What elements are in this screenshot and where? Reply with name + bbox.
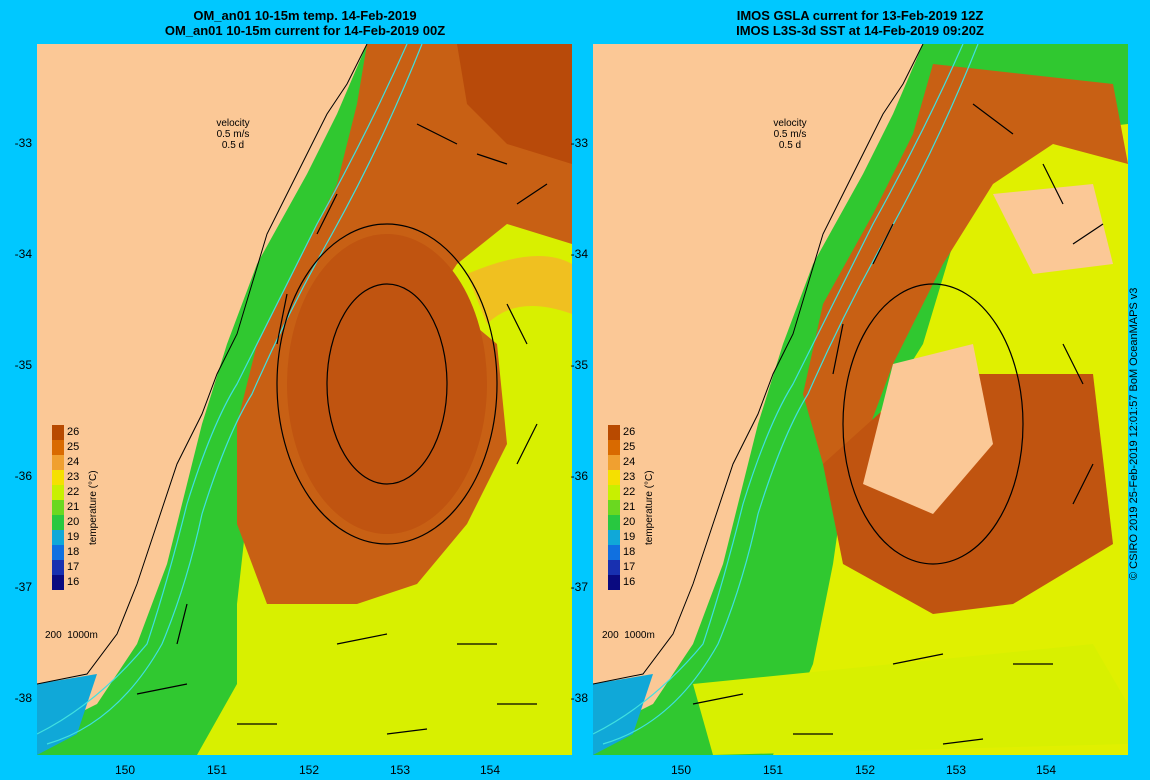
right-title-line2: IMOS L3S-3d SST at 14-Feb-2019 09:20Z <box>736 23 984 38</box>
colorbar-tick: 24 <box>67 456 80 468</box>
velocity-duration: 0.5 d <box>221 140 245 151</box>
y-tick: -37 <box>570 580 588 594</box>
colorbar-tick: 18 <box>623 546 636 558</box>
y-tick: -35 <box>14 358 32 372</box>
y-tick: -34 <box>570 247 588 261</box>
colorbar-swatch <box>608 500 620 515</box>
copyright-text: © CSIRO 2019 25-Feb-2019 12:01:57 BoM Oc… <box>1128 287 1140 580</box>
right-map <box>593 44 1128 755</box>
colorbar-tick: 20 <box>623 516 636 528</box>
colorbar-tick: 25 <box>67 441 80 453</box>
right-panel-title: IMOS GSLA current for 13-Feb-2019 12Z IM… <box>595 8 1125 38</box>
colorbar-tick: 21 <box>67 501 80 513</box>
left-map <box>37 44 572 755</box>
x-tick: 152 <box>854 763 876 777</box>
velocity-speed: 0.5 m/s <box>773 129 807 140</box>
y-tick: -36 <box>14 469 32 483</box>
colorbar-swatch <box>52 545 64 560</box>
colorbar-swatch <box>608 575 620 590</box>
colorbar-tick: 26 <box>623 426 636 438</box>
colorbar-swatch <box>608 530 620 545</box>
left-panel-title: OM_an01 10-15m temp. 14-Feb-2019 OM_an01… <box>40 8 570 38</box>
colorbar-tick: 24 <box>623 456 636 468</box>
left-title-line2: OM_an01 10-15m current for 14-Feb-2019 0… <box>164 23 446 38</box>
right-velocity-key: velocity 0.5 m/s 0.5 d <box>760 118 820 151</box>
x-tick: 151 <box>762 763 784 777</box>
colorbar-tick: 22 <box>623 486 636 498</box>
velocity-label: velocity <box>773 118 807 129</box>
colorbar-tick: 19 <box>67 531 80 543</box>
colorbar-tick: 18 <box>67 546 80 558</box>
colorbar-tick: 20 <box>67 516 80 528</box>
colorbar-swatch <box>608 455 620 470</box>
colorbar-tick: 16 <box>67 576 80 588</box>
colorbar-swatch <box>52 515 64 530</box>
colorbar-tick: 17 <box>67 561 80 573</box>
velocity-label: velocity <box>216 118 250 129</box>
colorbar-swatch <box>52 500 64 515</box>
x-tick: 150 <box>670 763 692 777</box>
colorbar-swatch <box>608 560 620 575</box>
colorbar-tick: 21 <box>623 501 636 513</box>
colorbar-swatch <box>52 440 64 455</box>
colorbar-tick: 26 <box>67 426 80 438</box>
right-colorbar: 26 25 24 23 22 21 20 19 18 17 16 temperature (°C) <box>608 425 678 595</box>
colorbar-tick: 23 <box>67 471 80 483</box>
colorbar-swatch <box>52 455 64 470</box>
left-velocity-key: velocity 0.5 m/s 0.5 d <box>203 118 263 151</box>
x-tick: 154 <box>479 763 501 777</box>
y-tick: -33 <box>14 136 32 150</box>
x-tick: 150 <box>114 763 136 777</box>
right-title-line1: IMOS GSLA current for 13-Feb-2019 12Z <box>736 8 984 23</box>
colorbar-swatch <box>608 485 620 500</box>
colorbar-tick: 19 <box>623 531 636 543</box>
colorbar-swatch <box>608 545 620 560</box>
y-tick: -38 <box>14 691 32 705</box>
velocity-speed: 0.5 m/s <box>216 129 250 140</box>
colorbar-swatch <box>52 425 64 440</box>
colorbar-swatch <box>608 440 620 455</box>
colorbar-swatch <box>52 530 64 545</box>
y-tick: -34 <box>14 247 32 261</box>
x-tick: 153 <box>389 763 411 777</box>
y-tick: -36 <box>570 469 588 483</box>
colorbar-swatch <box>52 560 64 575</box>
depth-label-1000: 1000m <box>67 630 98 641</box>
y-tick: -38 <box>570 691 588 705</box>
velocity-duration: 0.5 d <box>778 140 802 151</box>
colorbar-tick: 25 <box>623 441 636 453</box>
colorbar-tick: 23 <box>623 471 636 483</box>
y-tick: -35 <box>570 358 588 372</box>
x-tick: 151 <box>206 763 228 777</box>
x-tick: 152 <box>298 763 320 777</box>
colorbar-tick: 16 <box>623 576 636 588</box>
left-title-line1: OM_an01 10-15m temp. 14-Feb-2019 <box>193 8 417 23</box>
colorbar-swatch <box>608 515 620 530</box>
colorbar-title: temperature (°C) <box>644 470 655 545</box>
y-tick: -37 <box>14 580 32 594</box>
colorbar-tick: 22 <box>67 486 80 498</box>
depth-label-200: 200 <box>602 630 619 641</box>
left-colorbar: 26 25 24 23 22 21 20 19 18 17 16 temperature (°C) <box>52 425 122 595</box>
y-tick: -33 <box>570 136 588 150</box>
x-tick: 154 <box>1035 763 1057 777</box>
colorbar-swatch <box>52 485 64 500</box>
colorbar-tick: 17 <box>623 561 636 573</box>
x-tick: 153 <box>945 763 967 777</box>
colorbar-swatch <box>608 470 620 485</box>
right-depth-key: 200 1000m <box>602 630 655 641</box>
colorbar-swatch <box>608 425 620 440</box>
depth-label-1000: 1000m <box>624 630 655 641</box>
colorbar-swatch <box>52 575 64 590</box>
left-depth-key: 200 1000m <box>45 630 98 641</box>
colorbar-swatch <box>52 470 64 485</box>
depth-label-200: 200 <box>45 630 62 641</box>
colorbar-title: temperature (°C) <box>88 470 99 545</box>
